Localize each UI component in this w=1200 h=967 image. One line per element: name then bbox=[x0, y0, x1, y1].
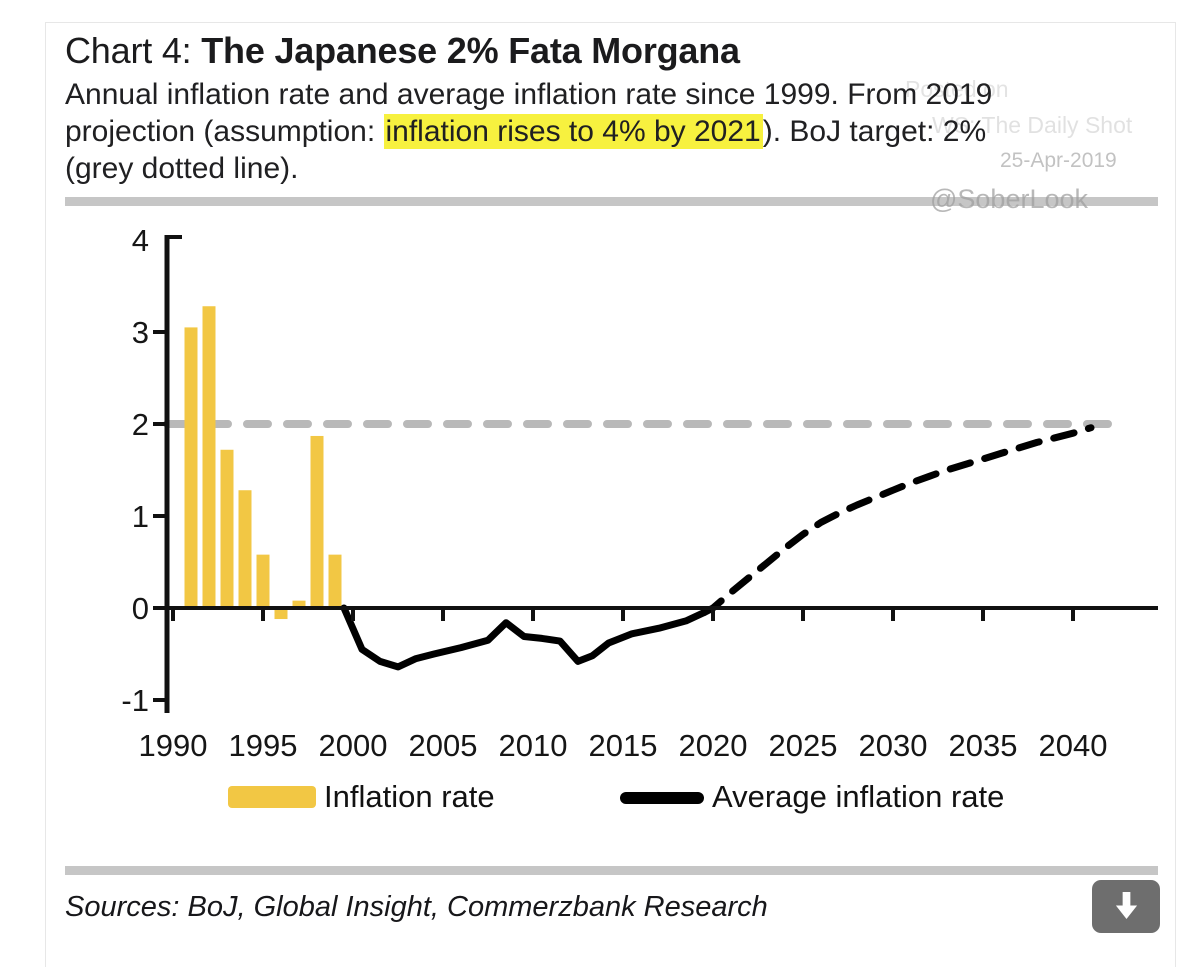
svg-text:2010: 2010 bbox=[499, 728, 568, 763]
svg-text:4: 4 bbox=[132, 223, 149, 258]
subtitle-line-3: (grey dotted line). bbox=[65, 152, 299, 185]
sources-note: Sources: BoJ, Global Insight, Commerzban… bbox=[65, 891, 768, 923]
bottom-divider bbox=[65, 866, 1158, 875]
svg-text:1990: 1990 bbox=[139, 728, 208, 763]
chart-title: Chart 4: The Japanese 2% Fata Morgana bbox=[65, 30, 740, 72]
down-arrow-icon bbox=[1115, 892, 1137, 920]
svg-text:2015: 2015 bbox=[589, 728, 658, 763]
svg-text:2030: 2030 bbox=[859, 728, 928, 763]
svg-text:3: 3 bbox=[132, 315, 149, 350]
chart-number: Chart 4: bbox=[65, 30, 202, 71]
svg-text:2025: 2025 bbox=[769, 728, 838, 763]
svg-text:2: 2 bbox=[132, 407, 149, 442]
legend-bar-swatch bbox=[228, 786, 316, 808]
download-button[interactable] bbox=[1092, 880, 1160, 933]
highlighted-assumption: inflation rises to 4% by 2021 bbox=[383, 114, 763, 149]
chart-title-bold: The Japanese 2% Fata Morgana bbox=[201, 30, 740, 71]
top-divider bbox=[65, 197, 1158, 206]
svg-text:2035: 2035 bbox=[949, 728, 1018, 763]
svg-text:1995: 1995 bbox=[229, 728, 298, 763]
svg-text:0: 0 bbox=[132, 591, 149, 626]
svg-text:2040: 2040 bbox=[1039, 728, 1108, 763]
watermark-handle: @SoberLook bbox=[930, 184, 1089, 214]
svg-text:2000: 2000 bbox=[319, 728, 388, 763]
watermark-date: 25-Apr-2019 bbox=[1000, 149, 1117, 172]
inflation-chart: 4 3 2 1 0 -1 1990 1995 2000 2005 2010 2015 2020 2025 2… bbox=[121, 223, 1158, 763]
svg-text:2005: 2005 bbox=[409, 728, 478, 763]
chart-subtitle: Annual inflation rate and average inflat… bbox=[65, 76, 1170, 187]
svg-text:2020: 2020 bbox=[679, 728, 748, 763]
svg-text:1: 1 bbox=[132, 499, 149, 534]
watermark-daily-shot: WS: The Daily Shot bbox=[932, 112, 1133, 138]
legend-line-swatch bbox=[620, 792, 704, 804]
watermark-posted-on: Posted on bbox=[905, 76, 1009, 102]
subtitle-line-1: Annual inflation rate and average inflat… bbox=[65, 78, 993, 111]
legend-bar-label: Inflation rate bbox=[324, 779, 495, 814]
subtitle-line-2: projection (assumption: inflation rises … bbox=[65, 114, 987, 149]
legend-line-label: Average inflation rate bbox=[712, 779, 1005, 814]
svg-text:-1: -1 bbox=[121, 683, 149, 718]
